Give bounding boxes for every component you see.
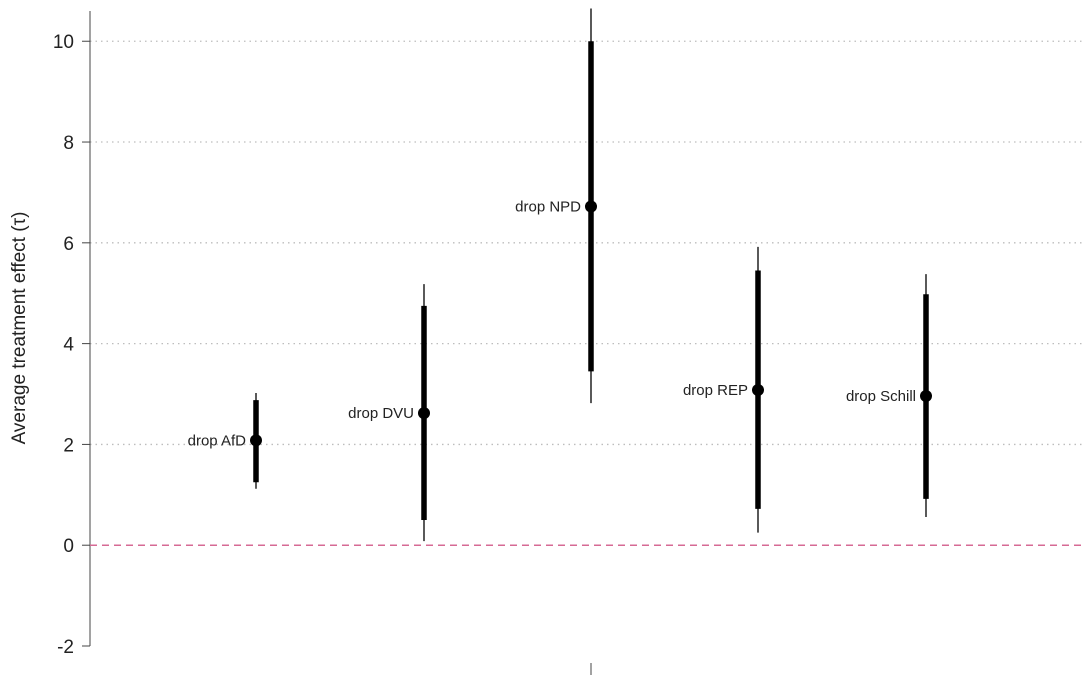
point-label-drop-dvu: drop DVU: [348, 405, 414, 422]
y-tick-label-0: 0: [63, 536, 74, 557]
y-tick-label-6: 6: [63, 234, 74, 255]
y-tick-label-8: 8: [63, 133, 74, 154]
y-axis: -2 0 2 4 6 8 10: [53, 11, 592, 675]
point-label-drop-schill: drop Schill: [846, 388, 916, 405]
y-tick-label-10: 10: [53, 32, 74, 53]
y-axis-title: Average treatment effect (τ): [9, 212, 30, 445]
point-drop-rep: [752, 383, 764, 396]
point-drop-schill: [920, 390, 932, 403]
data-marks: drop AfD drop DVU drop NPD drop REP drop Sch…: [188, 8, 932, 542]
point-drop-afd: [250, 434, 262, 447]
point-drop-npd: [585, 200, 597, 213]
point-drop-dvu: [418, 407, 430, 420]
y-tick-label-2: 2: [63, 435, 74, 456]
y-tick-label--2: -2: [57, 637, 74, 658]
grid-lines: [90, 40, 1085, 446]
point-label-drop-npd: drop NPD: [515, 199, 581, 216]
y-tick-label-4: 4: [63, 335, 74, 356]
point-label-drop-afd: drop AfD: [188, 432, 247, 449]
point-label-drop-rep: drop REP: [683, 382, 748, 399]
